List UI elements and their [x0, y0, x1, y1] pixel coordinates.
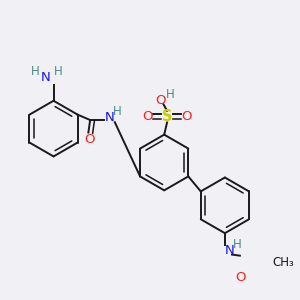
Text: H: H	[113, 105, 122, 118]
Text: N: N	[105, 111, 115, 124]
Text: N: N	[224, 244, 234, 257]
Text: O: O	[84, 133, 94, 146]
Text: H: H	[53, 65, 62, 78]
Text: S: S	[162, 109, 172, 124]
Text: N: N	[41, 71, 51, 84]
Text: H: H	[233, 238, 242, 251]
Text: O: O	[182, 110, 192, 123]
Text: O: O	[155, 94, 166, 106]
Text: H: H	[166, 88, 174, 101]
Text: CH₃: CH₃	[272, 256, 294, 269]
Text: H: H	[31, 65, 39, 78]
Text: O: O	[142, 110, 153, 123]
Text: O: O	[236, 271, 246, 284]
